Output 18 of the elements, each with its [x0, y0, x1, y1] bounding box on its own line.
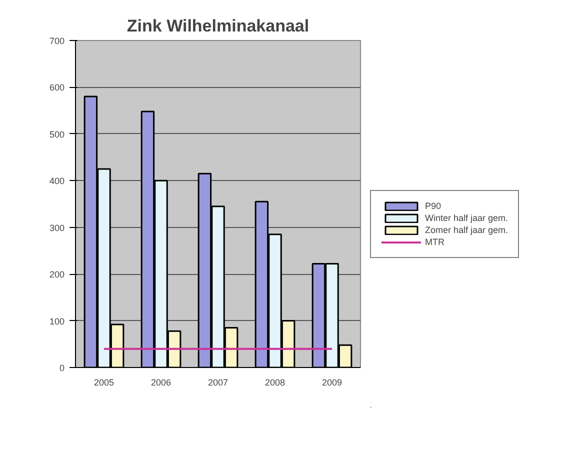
x-tick-label: 2007 [208, 378, 228, 388]
y-tick-label: 200 [49, 270, 65, 280]
legend-label: P90 [425, 200, 442, 210]
legend-label: MTR [425, 236, 445, 246]
y-tick-label: 500 [49, 129, 65, 140]
x-tick-label: 2009 [322, 378, 342, 388]
chart-title: Zink Wilhelminakanaal [126, 16, 310, 36]
x-tick-label: 2006 [150, 378, 172, 388]
y-tick-label: 0 [59, 363, 65, 373]
legend-label: Zomer half jaar gem. [425, 224, 508, 234]
x-tick-label: 2005 [94, 378, 114, 388]
x-tick-label: 2008 [264, 378, 286, 388]
y-tick-label: 600 [49, 82, 65, 93]
y-tick-label: 400 [49, 176, 65, 186]
y-tick-label: 300 [49, 222, 65, 233]
y-tick-label: 100 [49, 316, 65, 326]
y-tick-label: 700 [49, 36, 65, 46]
legend-label: Winter half jaar gem. [425, 212, 508, 222]
